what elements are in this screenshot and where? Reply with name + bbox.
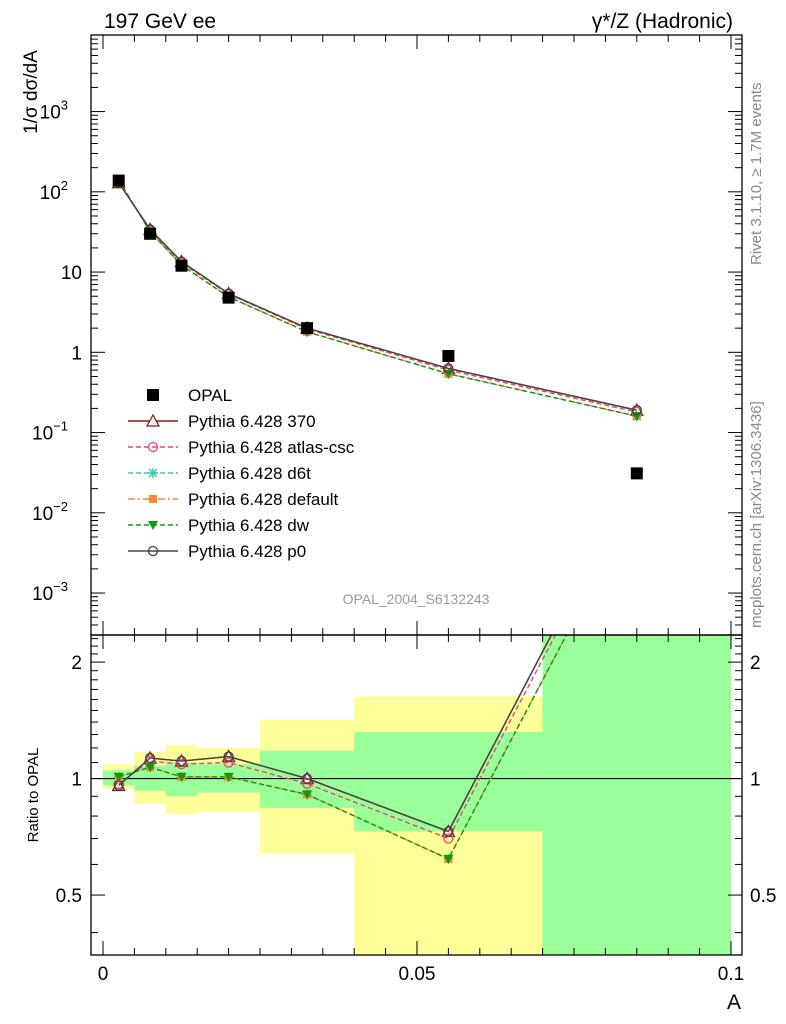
ratio-series-marker (443, 833, 454, 844)
ratio-y-tick-label-left: 2 (71, 653, 82, 674)
analysis-watermark: OPAL_2004_S6132243 (343, 591, 490, 607)
mcplots-label: mcplots.cern.ch [arXiv:1306.3436] (748, 401, 765, 628)
legend-marker (147, 441, 159, 453)
ratio-series-marker (176, 758, 187, 770)
x-tick-label: 0.1 (718, 964, 744, 985)
legend-label: Pythia 6.428 atlas-csc (188, 438, 355, 457)
main-y-tick-label: 10 (61, 263, 82, 284)
x-axis-label: A (727, 991, 741, 1014)
legend-marker (147, 545, 159, 557)
ratio-series-marker (301, 773, 313, 784)
ratio-y-tick-label-right: 2 (750, 653, 761, 674)
legend-label: Pythia 6.428 d6t (188, 464, 311, 483)
mc-series-line (118, 182, 637, 411)
header-left: 197 GeV ee (104, 10, 216, 33)
x-tick-label: 0.05 (399, 964, 436, 985)
header-right: γ*/Z (Hadronic) (592, 10, 733, 33)
mc-series-marker (443, 363, 454, 374)
uncertainty-band-green (354, 731, 543, 832)
legend-label-opal: OPAL (188, 386, 232, 405)
main-y-tick-label: 10−1 (32, 419, 68, 445)
uncertainty-band-green (542, 635, 731, 955)
ratio-series-marker (223, 772, 234, 782)
main-y-tick-exponent: −1 (53, 419, 68, 434)
mc-series-line (118, 181, 637, 413)
mc-series-line (118, 179, 637, 417)
x-tick-label: 0 (98, 964, 109, 985)
ratio-series-marker (113, 772, 124, 782)
opal-data-point (301, 322, 314, 335)
ratio-series-marker (176, 755, 187, 767)
ratio-y-tick-label-left: 0.5 (56, 886, 82, 907)
main-y-tick-exponent: −3 (53, 579, 68, 594)
legend-label: Pythia 6.428 370 (188, 412, 316, 431)
mc-series-marker (631, 405, 642, 416)
ratio-ylabel: Ratio to OPAL (25, 748, 42, 843)
main-y-tick-label: 1 (71, 343, 82, 364)
opal-data-point (144, 227, 157, 240)
legend-label: Pythia 6.428 p0 (188, 542, 306, 561)
legend-label: Pythia 6.428 dw (188, 516, 310, 535)
mc-series-line (118, 182, 637, 411)
main-y-tick-exponent: 2 (61, 178, 68, 193)
legend-marker (148, 521, 158, 530)
ratio-series-marker (443, 854, 454, 864)
legend-marker (148, 468, 158, 478)
main-y-tick-exponent: 3 (61, 98, 68, 113)
legend-marker-opal (147, 389, 159, 401)
main-y-tick-label: 10−3 (32, 579, 68, 605)
mc-series-line (118, 179, 637, 417)
opal-data-point (112, 174, 125, 187)
legend-marker (145, 413, 161, 427)
ratio-series-marker (145, 763, 156, 773)
ratio-y-tick-label-left: 1 (71, 770, 82, 791)
legend-label: Pythia 6.428 default (188, 490, 339, 509)
opal-data-point (630, 467, 643, 480)
rivet-label: Rivet 3.1.10, ≥ 1.7M events (748, 83, 765, 266)
ratio-series-marker (176, 772, 187, 782)
ratio-series-marker (113, 780, 124, 791)
ratio-series-marker (223, 757, 234, 768)
legend-marker (149, 495, 157, 503)
ratio-series-marker (302, 790, 313, 800)
ratio-y-tick-label-right: 0.5 (750, 886, 776, 907)
opal-data-point (175, 259, 188, 272)
ratio-series-line (118, 635, 553, 833)
ratio-plot-area (91, 635, 742, 955)
main-y-tick-label: 103 (40, 98, 68, 124)
ratio-y-tick-label-right: 1 (750, 770, 761, 791)
mc-series-line (118, 179, 637, 417)
ratio-series-marker (443, 826, 454, 837)
ratio-series-marker (144, 752, 156, 764)
opal-data-point (222, 291, 235, 304)
opal-data-point (442, 349, 455, 362)
ratio-series-marker (223, 751, 234, 762)
main-y-tick-label: 10−2 (32, 499, 68, 525)
main-y-tick-exponent: −2 (53, 499, 68, 514)
main-y-tick-label: 102 (40, 178, 68, 204)
main-ylabel: 1/σ dσ/dA (21, 50, 42, 134)
